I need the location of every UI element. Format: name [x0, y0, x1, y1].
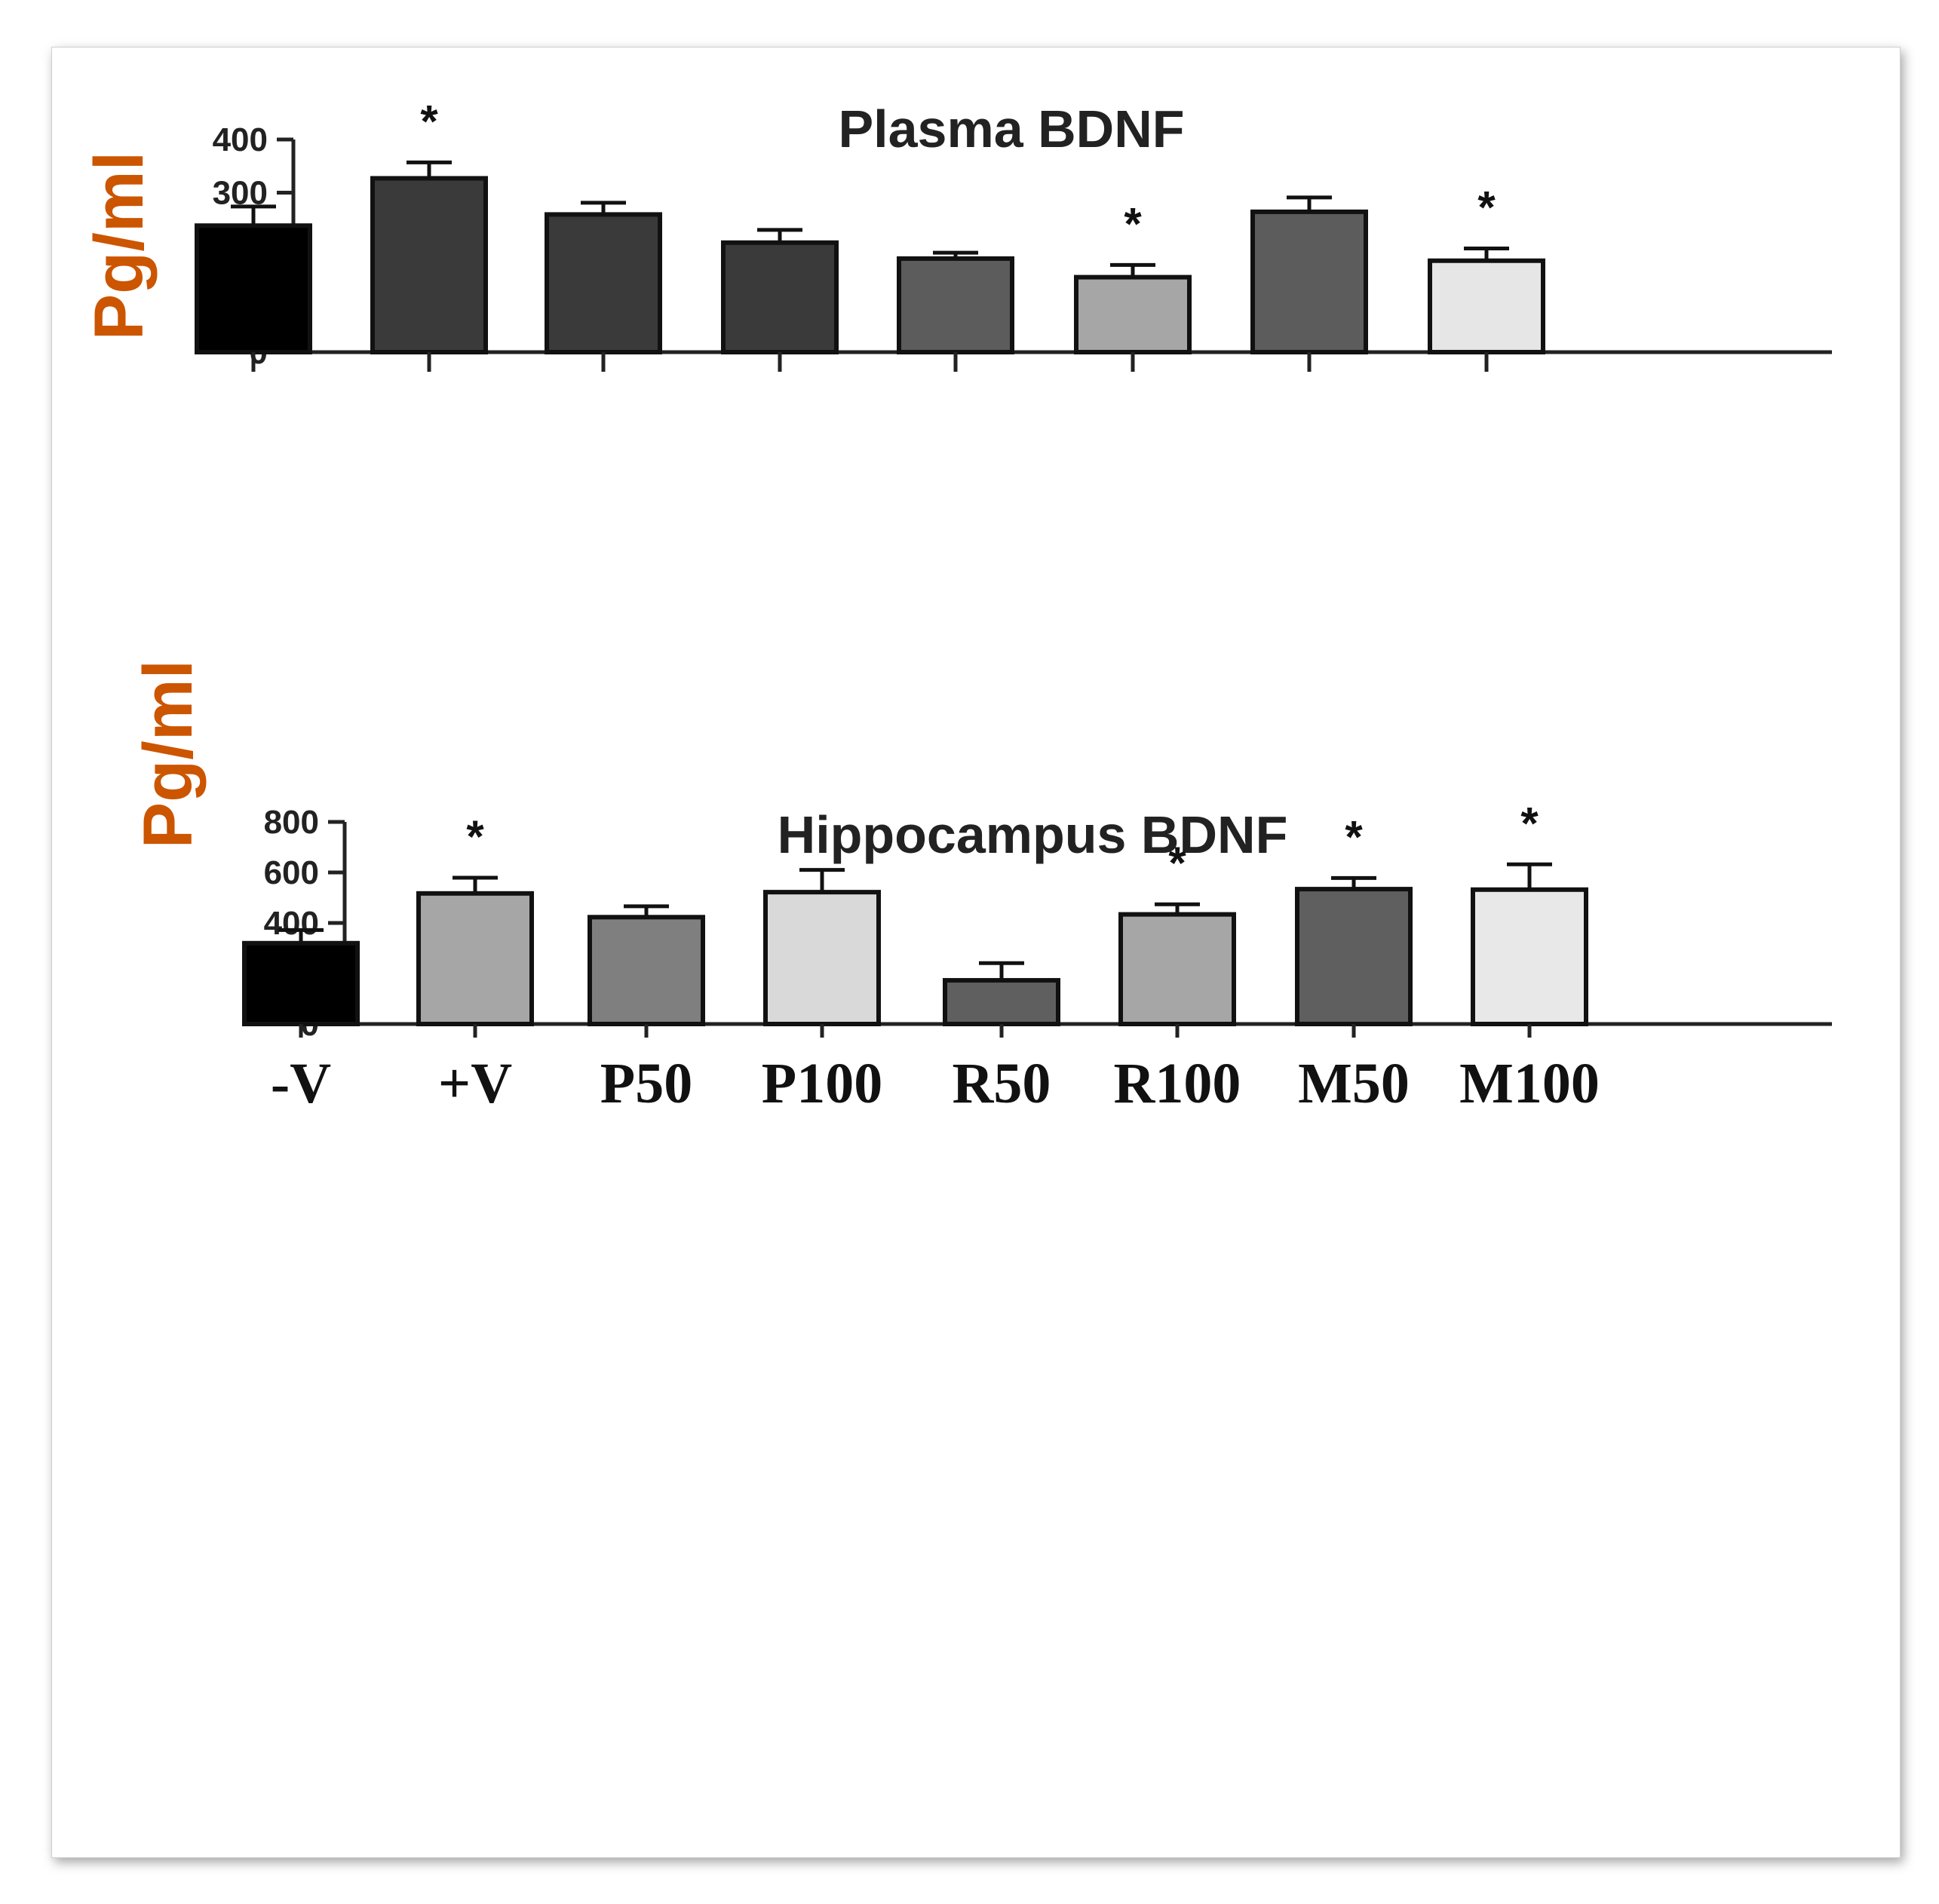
- chart1-bar-2: [545, 212, 662, 354]
- chart2-bar-0: [242, 940, 360, 1027]
- chart2-bar-4: [943, 978, 1060, 1027]
- chart2-bar-1: [416, 891, 534, 1027]
- chart2-y-tick-label: 800: [264, 804, 319, 841]
- chart2-significance-marker: *: [1520, 798, 1539, 848]
- chart1-significance-marker: *: [1477, 182, 1496, 233]
- chart2-bar-6: [1295, 887, 1413, 1026]
- chart2-significance-marker: *: [1345, 811, 1363, 862]
- chart2-bar-5: [1118, 912, 1236, 1026]
- chart2-y-tick-label: 400: [264, 905, 319, 942]
- chart2-category-label: R100: [1114, 1052, 1241, 1115]
- chart2-category-label: -V: [271, 1052, 331, 1115]
- chart2-y-axis-label: Pg/ml: [130, 660, 207, 848]
- figure-frame: Plasma BDNFPg/ml0100200300400***Hippocam…: [51, 47, 1901, 1858]
- chart2-category-label: P100: [762, 1052, 882, 1115]
- chart1-bar-5: [1074, 274, 1192, 354]
- chart2-category-label: M100: [1459, 1052, 1600, 1115]
- chart2-bar-3: [763, 890, 881, 1026]
- chart2-bar-7: [1471, 887, 1588, 1027]
- chart2-significance-marker: *: [466, 811, 484, 862]
- chart1-bar-3: [721, 240, 839, 354]
- chart1-significance-marker: *: [420, 96, 438, 146]
- chart2-significance-marker: *: [1168, 838, 1186, 888]
- chart2-category-label: R50: [953, 1052, 1051, 1115]
- figure-canvas: Plasma BDNFPg/ml0100200300400***Hippocam…: [81, 96, 1832, 1115]
- chart2-bar-2: [588, 915, 705, 1027]
- chart1-bar-1: [370, 176, 488, 354]
- chart2-category-label: P50: [600, 1052, 692, 1115]
- chart1-bar-6: [1250, 209, 1368, 354]
- chart1-y-axis-label: Pg/ml: [81, 152, 158, 340]
- chart1-y-tick-label: 400: [213, 121, 268, 158]
- chart1-bar-7: [1428, 258, 1545, 354]
- chart2-category-label: +V: [438, 1052, 512, 1115]
- chart2-category-label: M50: [1298, 1052, 1410, 1115]
- chart1-bar-0: [195, 223, 312, 354]
- chart1-significance-marker: *: [1124, 198, 1142, 249]
- chart2-title: Hippocampus BDNF: [778, 805, 1288, 864]
- chart2-y-tick-label: 600: [264, 854, 319, 891]
- chart1-bar-4: [897, 256, 1014, 355]
- chart1-title: Plasma BDNF: [838, 100, 1184, 158]
